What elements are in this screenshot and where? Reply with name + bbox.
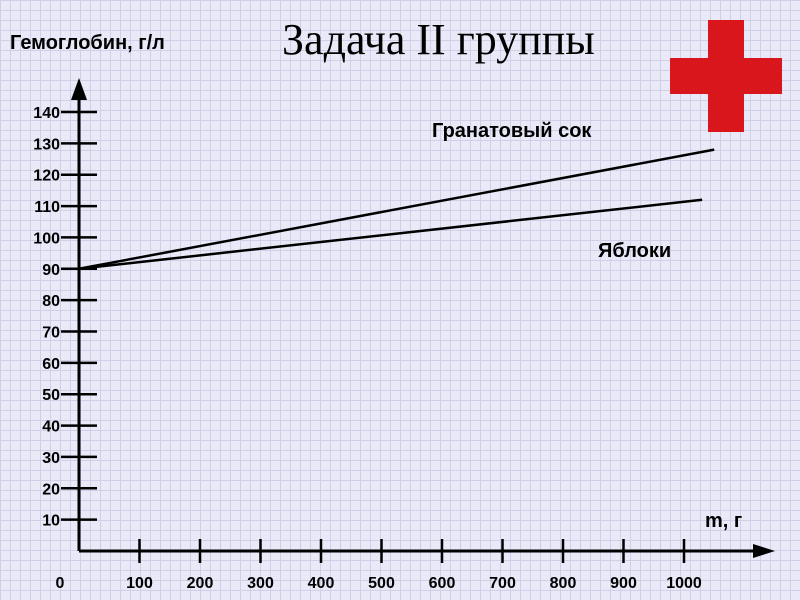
- y-axis-label: Гемоглобин, г/л: [10, 32, 165, 54]
- series-line-0: [78, 148, 715, 271]
- red-cross-horizontal-bar: [670, 58, 782, 94]
- y-tick-label-80: 80: [42, 293, 60, 310]
- red-cross-icon: [670, 20, 782, 132]
- x-tick-label-400: 400: [308, 575, 335, 592]
- series-label-apples: Яблоки: [598, 240, 672, 262]
- y-tick-label-120: 120: [33, 168, 60, 185]
- x-axis-arrowhead: [753, 544, 775, 558]
- series-line-1: [78, 198, 703, 271]
- y-tick-label-20: 20: [42, 481, 60, 498]
- series-label-pomegranate-juice: Гранатовый сок: [432, 120, 592, 142]
- x-tick-label-700: 700: [489, 575, 516, 592]
- x-tick-label-800: 800: [550, 575, 577, 592]
- slide-title: Задача II группы: [282, 15, 595, 64]
- y-tick-label-40: 40: [42, 419, 60, 436]
- y-tick-label-100: 100: [33, 230, 60, 247]
- x-tick-label-1000: 1000: [666, 575, 702, 592]
- x-tick-label-0: 0: [56, 575, 65, 592]
- y-tick-label-90: 90: [42, 262, 60, 279]
- y-tick-label-70: 70: [42, 325, 60, 342]
- x-tick-label-900: 900: [610, 575, 637, 592]
- y-tick-label-140: 140: [33, 105, 60, 122]
- y-tick-label-60: 60: [42, 356, 60, 373]
- y-axis-arrowhead: [71, 78, 87, 100]
- x-tick-label-600: 600: [429, 575, 456, 592]
- x-tick-label-300: 300: [247, 575, 274, 592]
- y-tick-label-10: 10: [42, 513, 60, 530]
- x-tick-label-200: 200: [187, 575, 214, 592]
- x-axis-label: m, г: [705, 510, 743, 532]
- x-tick-label-100: 100: [126, 575, 153, 592]
- y-tick-label-50: 50: [42, 387, 60, 404]
- y-tick-label-30: 30: [42, 450, 60, 467]
- x-tick-label-500: 500: [368, 575, 395, 592]
- y-tick-label-130: 130: [33, 136, 60, 153]
- y-tick-label-110: 110: [34, 199, 60, 216]
